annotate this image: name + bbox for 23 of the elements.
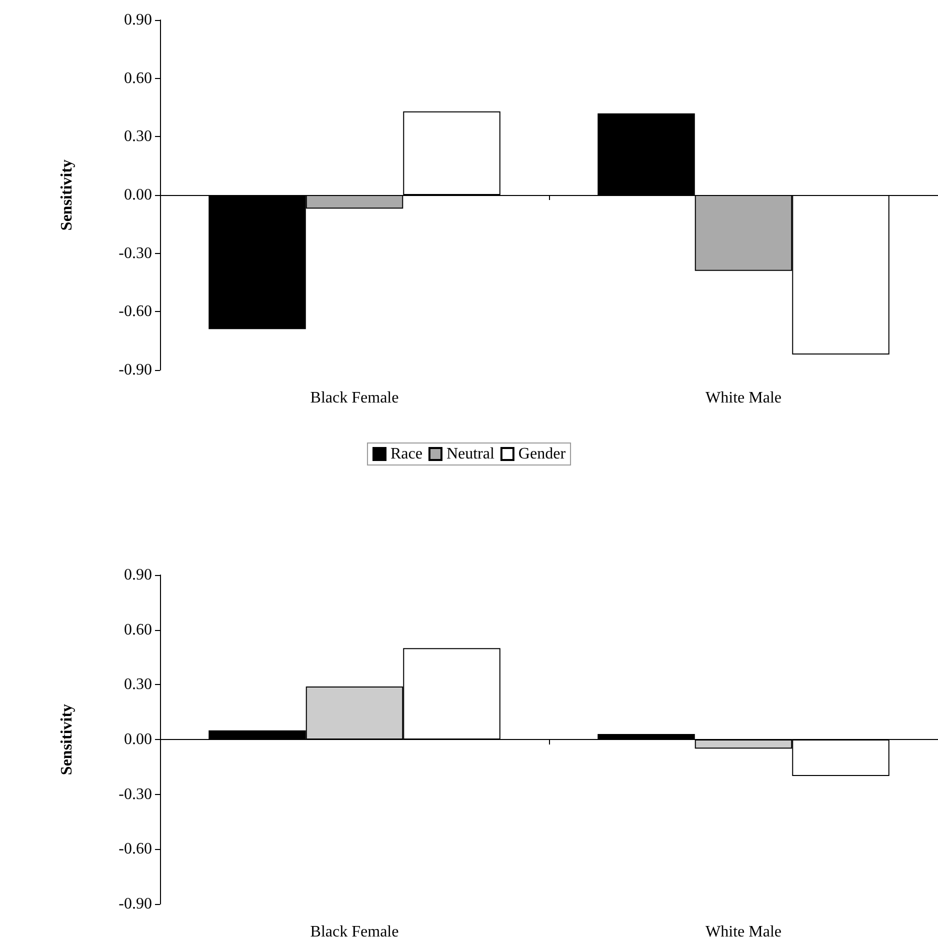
y-tick-label: 0.90 [124,566,152,584]
x-tick-label: White Male [706,390,782,406]
y-tick-label: 0.90 [124,12,152,28]
y-tick-label: 0.00 [124,731,152,748]
legend-label: Gender [518,446,566,462]
y-tick-label: 0.00 [124,186,152,204]
y-tick-label: 0.30 [124,676,152,694]
legend-label: Race [390,446,422,462]
x-tick-label: Black Female [310,390,399,406]
y-tick-label: -0.90 [118,362,152,378]
y-tick-label: 0.60 [124,70,152,87]
y-tick-label: -0.60 [118,840,152,858]
y-tick-label: 0.60 [124,621,152,638]
y-tick-label: 0.30 [124,128,152,146]
x-tick-label: Black Female [310,924,399,940]
y-tick-label: -0.60 [118,303,152,320]
legend-label: Neutral [446,446,495,462]
x-tick-label: White Male [706,924,782,940]
y-tick-label: -0.30 [118,786,152,803]
y-axis-title: Sensitivity [58,159,76,231]
y-tick-label: -0.30 [118,244,152,262]
y-axis-title: Sensitivity [58,704,76,776]
y-tick-label: -0.90 [118,896,152,912]
